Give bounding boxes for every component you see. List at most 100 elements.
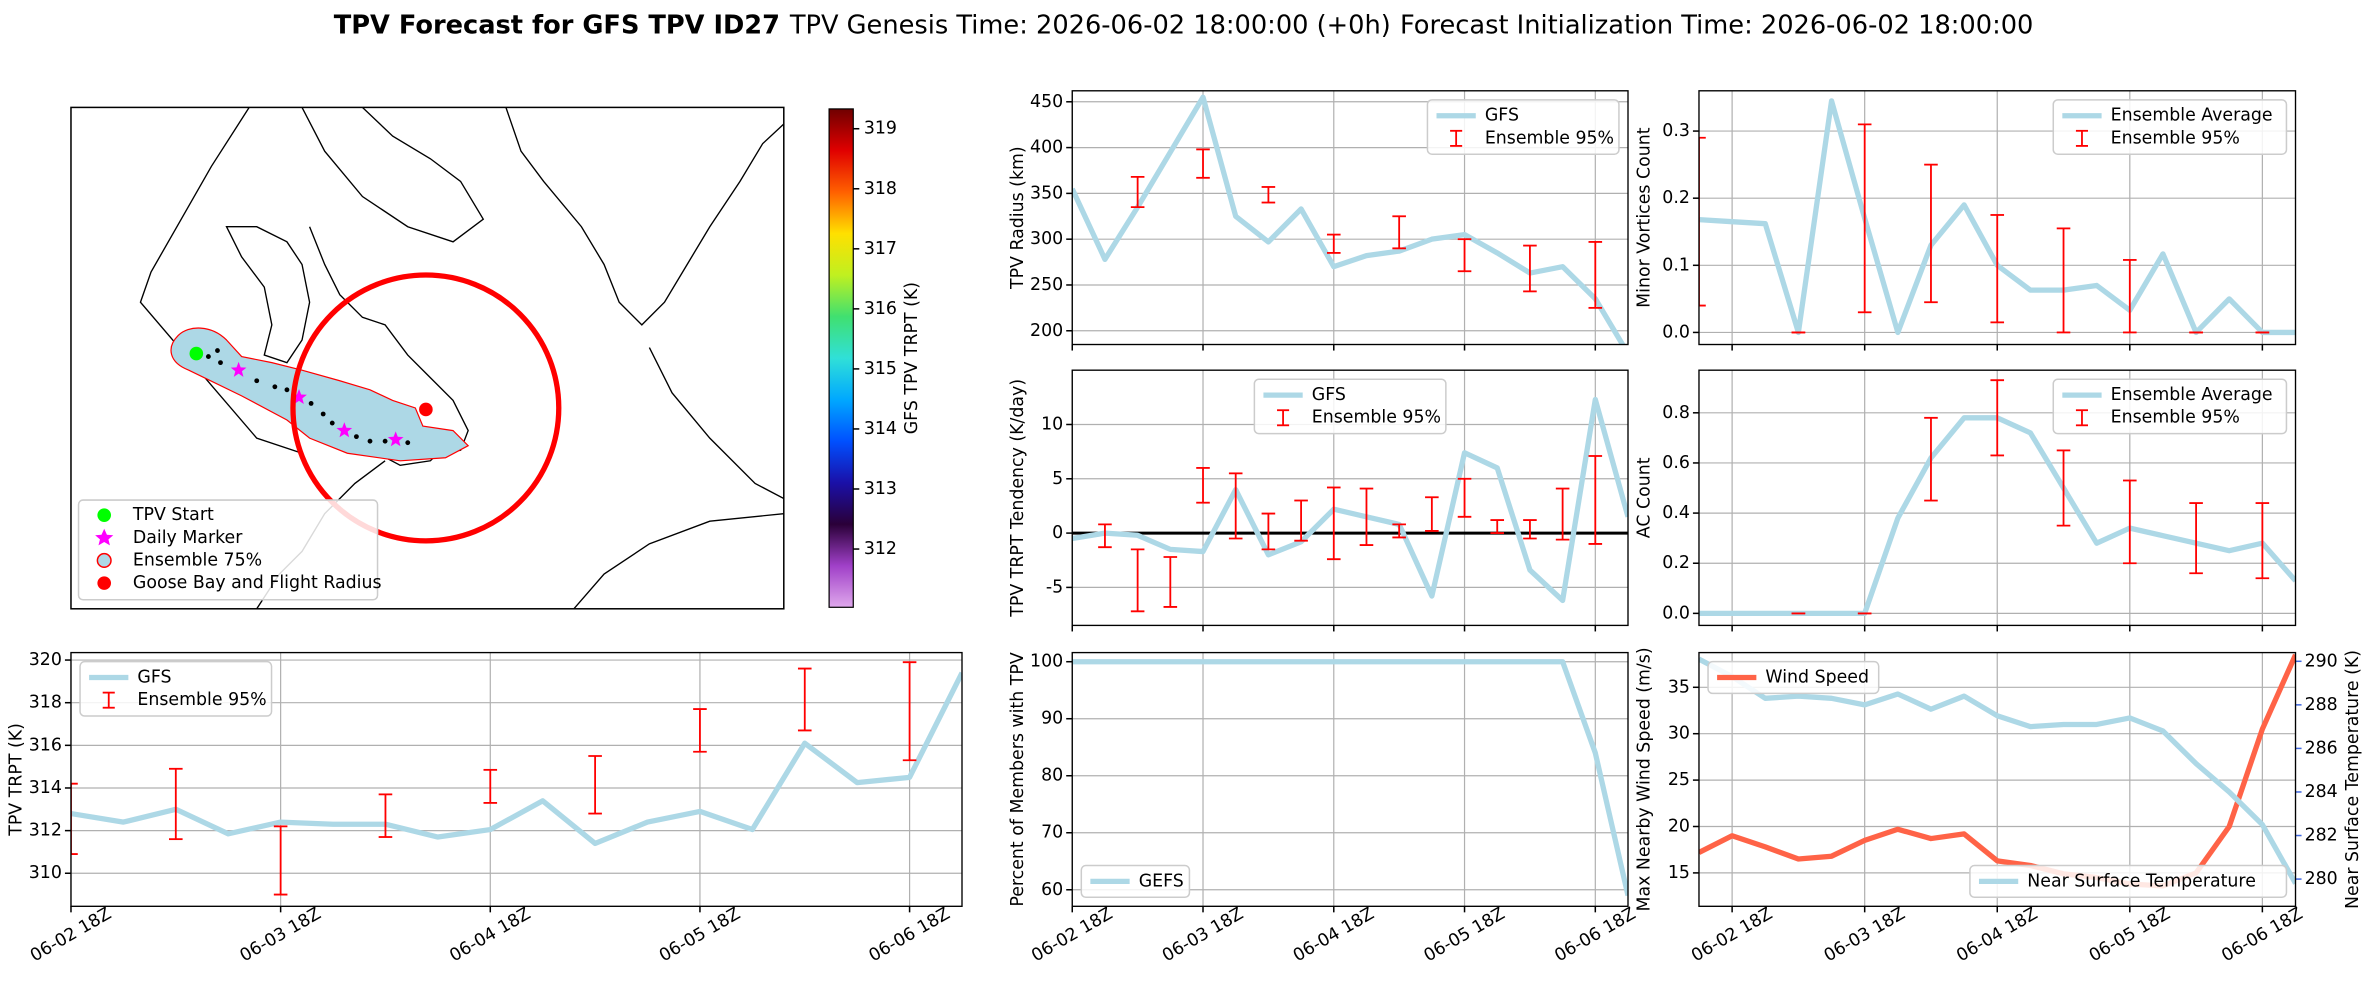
track-point <box>382 438 388 444</box>
x-tick-label: 06-02 18Z <box>1688 904 1776 966</box>
legend <box>1707 660 1880 695</box>
legend <box>2052 99 2288 155</box>
colorbar-tick-label: 319 <box>864 119 897 139</box>
y2-axis-label: Near Surface Temperature (K) <box>2343 650 2363 909</box>
y-axis-label: TPV TRPT Tendency (K/day) <box>1008 379 1028 618</box>
plot-frame <box>70 651 963 907</box>
plot-area <box>70 661 962 896</box>
y-tick-label: 10 <box>1041 414 1063 434</box>
flight-radius <box>290 272 562 544</box>
daily-marker <box>230 361 247 377</box>
legend-label: Ensemble 95% <box>2111 128 2240 148</box>
track-point <box>367 438 373 444</box>
legend-label: Ensemble Average <box>2111 106 2273 126</box>
y-tick-label: 316 <box>29 735 62 755</box>
y-tick-label: 450 <box>1030 92 1063 112</box>
series-line <box>1072 659 1628 897</box>
y-tick-label: 0.3 <box>1662 121 1690 141</box>
y-axis-label: TPV Radius (km) <box>1008 146 1028 290</box>
y-tick-label: 0.0 <box>1662 322 1690 342</box>
x-tick-label: 06-03 18Z <box>1159 904 1247 966</box>
x-tick-label: 06-06 18Z <box>1551 904 1639 966</box>
figure-title: TPV Forecast for GFS TPV ID27 <box>334 10 780 40</box>
legend-label: Ensemble 95% <box>1485 128 1614 148</box>
coastline <box>573 512 784 609</box>
y2-tick-label: 290 <box>2305 651 2338 671</box>
y-tick-label: 20 <box>1668 816 1690 836</box>
coastline <box>225 226 311 364</box>
legend-label: Ensemble 95% <box>137 690 266 710</box>
y-tick-label: 314 <box>29 778 62 798</box>
plot-area <box>1072 396 1628 613</box>
legend-label: Ensemble 95% <box>2111 408 2240 428</box>
coastline <box>648 347 784 500</box>
series-line <box>1072 396 1628 604</box>
map-frame <box>70 106 785 610</box>
track-point <box>320 411 326 417</box>
track-point <box>329 420 335 426</box>
legend-label: Ensemble 95% <box>1312 408 1441 428</box>
legend <box>1969 864 2288 898</box>
track-point <box>218 360 223 366</box>
x-tick-label: 06-03 18Z <box>237 904 325 966</box>
track-point <box>215 348 220 353</box>
plot-frame <box>1698 651 2297 907</box>
legend-label: Goose Bay and Flight Radius <box>133 573 382 593</box>
y-tick-label: 0.8 <box>1662 403 1690 423</box>
track-point <box>353 434 359 440</box>
y-tick-label: 0.4 <box>1662 503 1690 523</box>
y-tick-label: 25 <box>1668 770 1690 790</box>
daily-marker <box>291 389 307 405</box>
track-point <box>308 400 314 406</box>
y-tick-label: 15 <box>1668 863 1690 883</box>
daily-marker <box>336 422 353 438</box>
plot-frame <box>1698 369 2297 627</box>
plot-frame <box>1071 90 1629 346</box>
figure-subtitle: Forecast Initialization Time: 2026-06-02… <box>1400 10 2033 40</box>
x-tick-label: 06-06 18Z <box>866 904 954 966</box>
y-tick-label: 200 <box>1030 321 1063 341</box>
x-tick-label: 06-05 18Z <box>1421 904 1509 966</box>
y-axis-label: TPV TRPT (K) <box>7 723 27 837</box>
y-tick-label: 0.1 <box>1662 255 1690 275</box>
y2-tick-label: 288 <box>2305 695 2338 715</box>
y-tick-label: 318 <box>29 693 62 713</box>
track-point <box>405 440 411 446</box>
plot-area <box>1698 379 2296 617</box>
colorbar-tick-label: 313 <box>864 479 897 499</box>
x-tick-label: 06-04 18Z <box>1290 904 1378 966</box>
coastline <box>301 107 485 243</box>
colorbar-tick-label: 314 <box>864 419 897 439</box>
y-tick-label: 70 <box>1041 823 1063 843</box>
y2-tick-label: 280 <box>2305 869 2338 889</box>
y-tick-label: 350 <box>1030 183 1063 203</box>
plot-frame <box>1071 369 1629 627</box>
x-tick-label: 06-06 18Z <box>2218 904 2306 966</box>
y-tick-label: 0.2 <box>1662 553 1690 573</box>
plot-area <box>1698 98 2296 336</box>
plot-background <box>1072 652 1628 907</box>
y-tick-label: 400 <box>1030 138 1063 158</box>
legend-label: TPV Start <box>132 505 214 525</box>
plot-area <box>1072 94 1626 345</box>
goose-bay <box>419 402 433 417</box>
colorbar-tick-label: 317 <box>864 239 897 259</box>
legend-marker <box>97 576 111 590</box>
colorbar-tick-label: 318 <box>864 179 897 199</box>
map-legend <box>77 499 379 601</box>
y-tick-label: 300 <box>1030 229 1063 249</box>
track-point <box>272 384 278 390</box>
x-tick-label: 06-02 18Z <box>1028 904 1116 966</box>
series-line <box>1072 94 1626 345</box>
x-tick-label: 06-05 18Z <box>656 904 744 966</box>
legend-label: Near Surface Temperature <box>2027 871 2256 891</box>
map: TPV Start Daily Marker Ensemble 75% Goos… <box>70 107 784 609</box>
coastline <box>505 107 784 326</box>
y-tick-label: 60 <box>1041 880 1063 900</box>
series-line <box>1698 656 2296 885</box>
y-tick-label: 0.6 <box>1662 453 1690 473</box>
legend <box>1080 864 1191 898</box>
y-tick-label: 30 <box>1668 724 1690 744</box>
y-tick-label: -5 <box>1046 577 1063 597</box>
x-tick-label: 06-05 18Z <box>2086 904 2174 966</box>
